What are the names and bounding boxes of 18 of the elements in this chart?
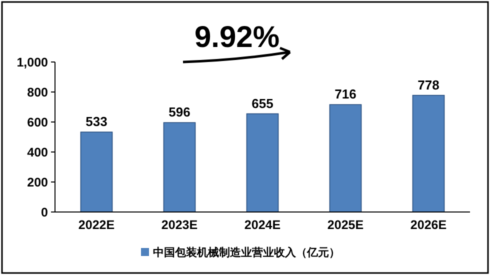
y-tick-label: 200	[27, 176, 48, 190]
x-tick-label: 2026E	[410, 218, 447, 232]
x-tick-label: 2024E	[244, 218, 281, 232]
data-label: 596	[168, 104, 190, 120]
data-label: 716	[334, 86, 356, 102]
data-label: 655	[252, 96, 274, 111]
data-label: 778	[418, 77, 440, 92]
x-tick-label: 2022E	[78, 218, 115, 232]
y-tick-label: 600	[27, 116, 48, 130]
x-tick-label: 2025E	[327, 218, 364, 232]
y-tick-label: 1,000	[16, 56, 48, 70]
y-tick-label: 400	[27, 146, 48, 160]
data-label: 533	[86, 114, 108, 130]
x-tick-label: 2023E	[161, 218, 198, 232]
legend-label: 中国包装机械制造业营业收入（亿元）	[153, 246, 340, 259]
y-tick-label: 0	[41, 206, 48, 220]
y-tick-label: 800	[27, 86, 48, 100]
text: 9.92%	[194, 21, 280, 54]
